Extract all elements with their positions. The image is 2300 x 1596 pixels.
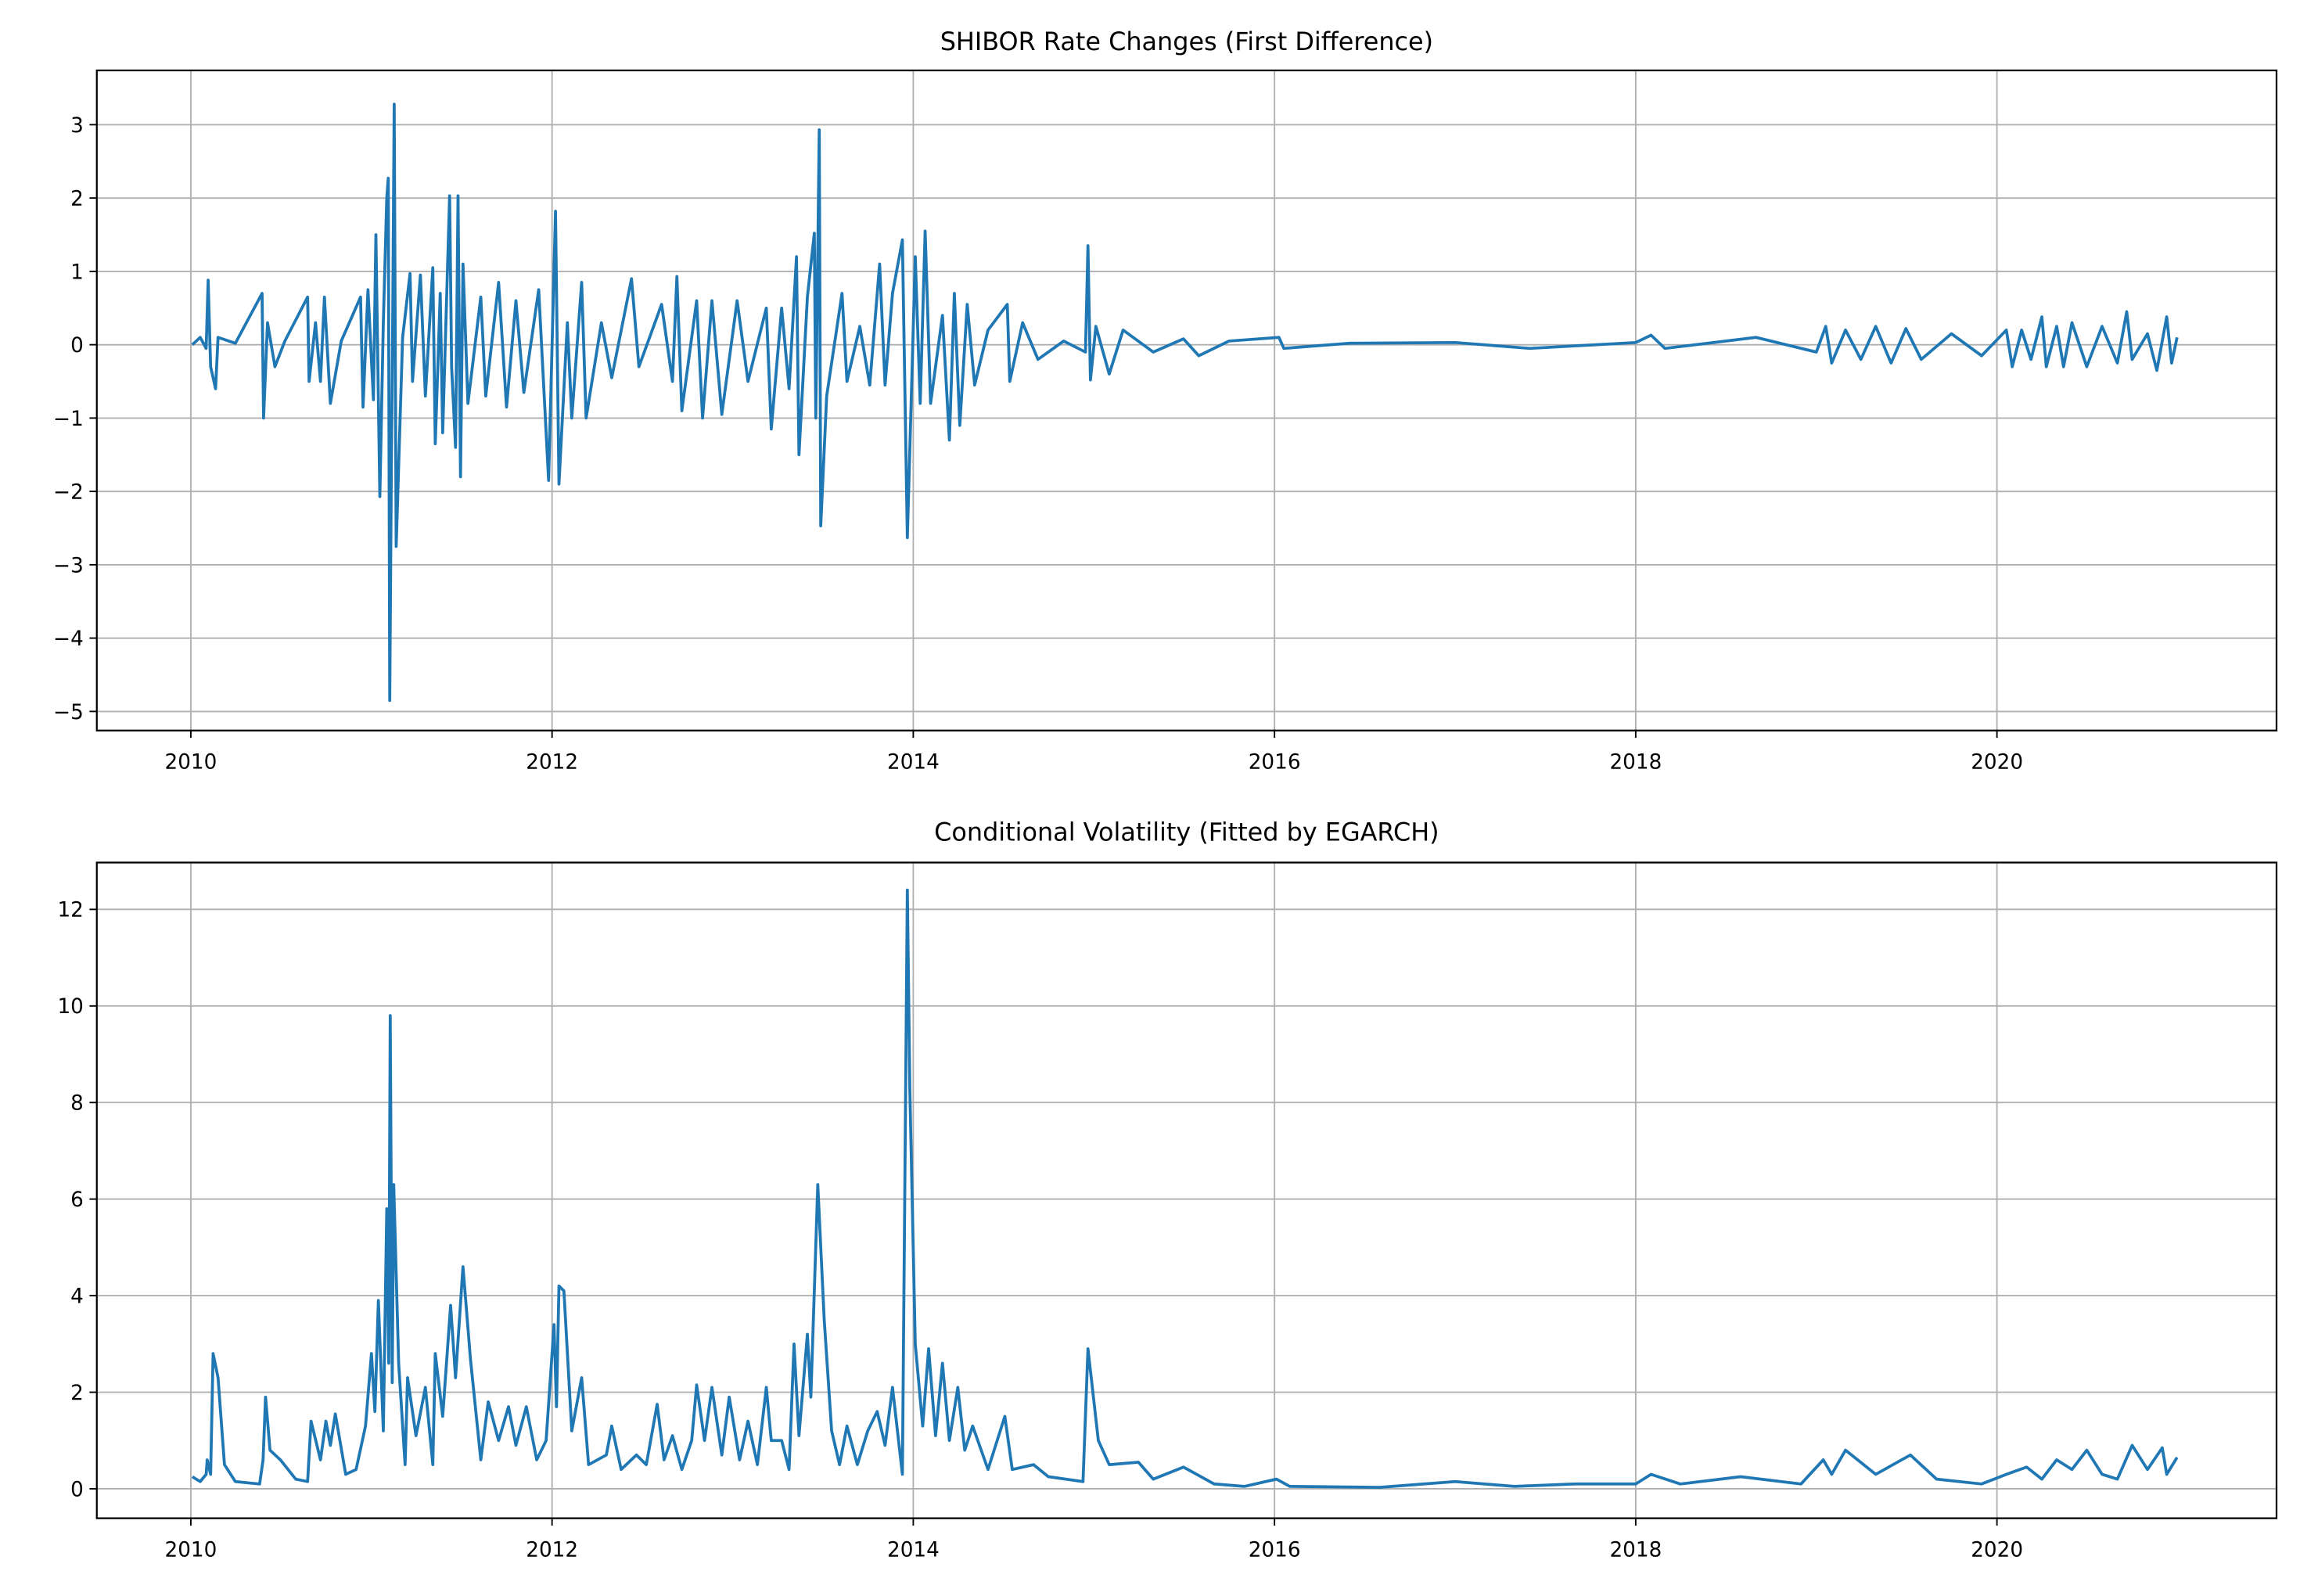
x-tick-label: 2010 — [165, 1538, 217, 1562]
subplot-rate-changes: SHIBOR Rate Changes (First Difference) 2… — [53, 27, 2278, 775]
chart-title: SHIBOR Rate Changes (First Difference) — [940, 27, 1433, 56]
y-tick-label: −4 — [53, 627, 84, 651]
x-tick-label: 2012 — [526, 751, 578, 775]
subplot-conditional-volatility: Conditional Volatility (Fitted by EGARCH… — [57, 817, 2278, 1562]
y-tick-label: 2 — [70, 1382, 84, 1405]
x-tick-label: 2020 — [1971, 1538, 2023, 1562]
axes-frame — [95, 861, 2278, 1519]
y-tick-label: 4 — [70, 1285, 84, 1308]
y-tick-label: 0 — [70, 334, 84, 358]
y-tick-label: 8 — [70, 1092, 84, 1116]
x-tick-label: 2012 — [526, 1538, 578, 1562]
x-tick-label: 2014 — [887, 751, 940, 775]
y-tick-label: 2 — [70, 188, 84, 211]
x-tick-label: 2016 — [1249, 751, 1301, 775]
x-tick-label: 2014 — [887, 1538, 940, 1562]
x-tick-label: 2010 — [165, 751, 217, 775]
y-tick-label: −2 — [53, 481, 84, 505]
series-line — [191, 102, 2179, 703]
y-tick-label: 1 — [70, 261, 84, 284]
y-tick-label: 0 — [70, 1478, 84, 1501]
y-tick-label: 6 — [70, 1188, 84, 1212]
chart-title: Conditional Volatility (Fitted by EGARCH… — [934, 817, 1439, 847]
y-tick-label: −5 — [53, 701, 84, 724]
y-tick-label: 12 — [57, 899, 83, 922]
x-tick-label: 2016 — [1249, 1538, 1301, 1562]
y-tick-label: 3 — [70, 114, 84, 138]
x-tick-label: 2020 — [1971, 751, 2023, 775]
series-line — [191, 888, 2179, 1489]
y-tick-label: 10 — [57, 995, 83, 1019]
axes-frame — [95, 69, 2278, 732]
grid — [96, 862, 2277, 1519]
x-tick-label: 2018 — [1609, 751, 1662, 775]
grid — [96, 70, 2277, 731]
y-tick-label: −1 — [53, 408, 84, 431]
x-tick-label: 2018 — [1609, 1538, 1662, 1562]
y-tick-label: −3 — [53, 554, 84, 577]
